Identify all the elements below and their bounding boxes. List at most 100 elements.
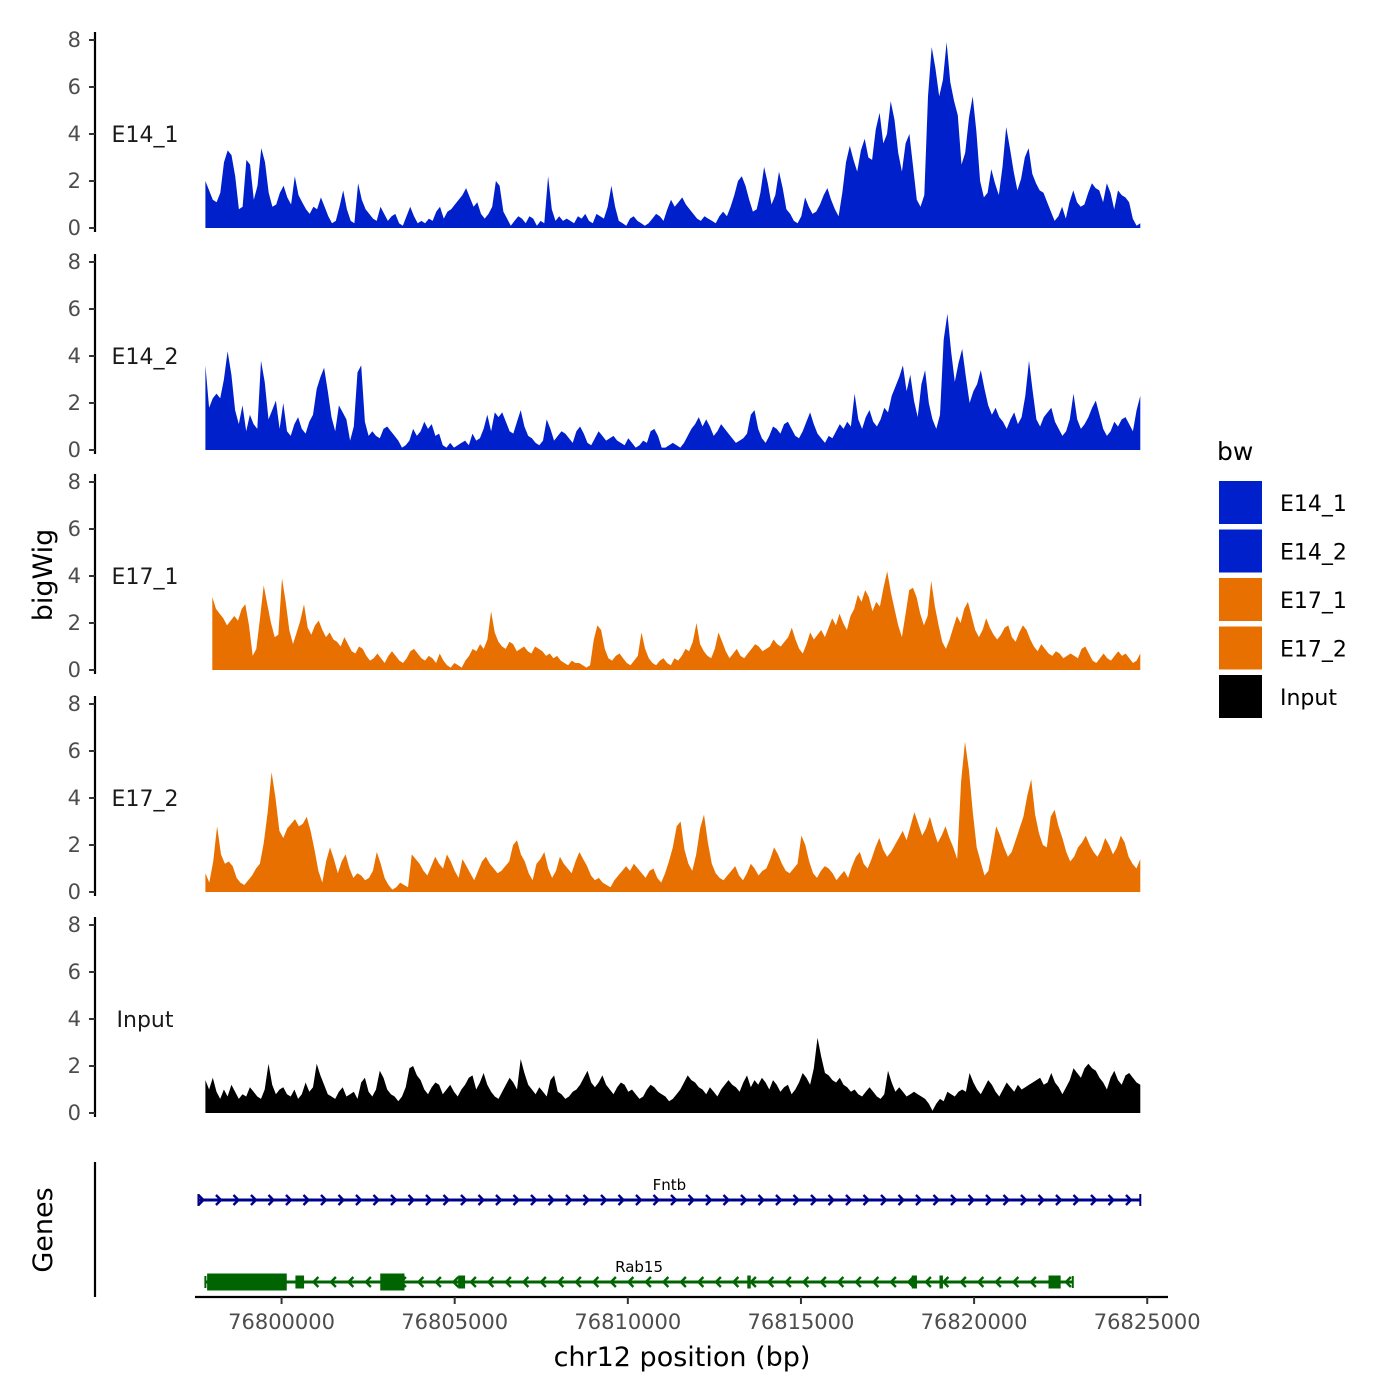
strand-arrow	[801, 1276, 810, 1288]
gene-fntb: Fntb	[197, 1176, 1142, 1206]
exon	[747, 1275, 751, 1289]
x-tick-label: 76825000	[1094, 1310, 1201, 1334]
strand-arrow	[372, 1194, 381, 1206]
track-input: 0 2 4 6 8 Input	[68, 913, 1141, 1125]
x-tick-label: 76810000	[574, 1310, 681, 1334]
strand-arrow	[661, 1276, 670, 1288]
strand-arrow	[740, 1194, 748, 1206]
genes-track: Fntb Rab15	[93, 1162, 1142, 1297]
coverage-area-e14-1	[205, 42, 1141, 228]
strand-arrow	[670, 1194, 678, 1206]
strand-arrow	[766, 1276, 775, 1288]
y-tick-label: 4	[68, 344, 81, 368]
strand-arrow	[565, 1194, 573, 1206]
strand-arrow	[530, 1194, 538, 1206]
exon	[207, 1273, 287, 1291]
strand-arrow	[722, 1194, 731, 1206]
y-tick-label: 2	[68, 1054, 81, 1078]
track-label: Input	[117, 1008, 174, 1033]
strand-arrow	[574, 1276, 582, 1288]
strand-arrow	[539, 1276, 547, 1288]
x-axis-title: chr12 position (bp)	[554, 1342, 811, 1373]
y-tick-label: 2	[68, 391, 81, 415]
track-e17-1: 0 2 4 6 8 E17_1	[68, 470, 1141, 682]
strand-arrow	[329, 1276, 337, 1288]
strand-arrow	[967, 1194, 976, 1206]
legend-swatch	[1217, 576, 1264, 623]
gene-name-label: Fntb	[653, 1176, 687, 1194]
strand-arrow	[311, 1276, 320, 1288]
genes-axis-title: Genes	[28, 1187, 59, 1272]
y-tick-label: 0	[68, 438, 81, 462]
strand-arrow	[626, 1276, 635, 1288]
strand-arrow	[521, 1276, 530, 1288]
strand-arrow	[959, 1276, 967, 1288]
y-tick-label: 6	[68, 297, 81, 321]
x-tick-label: 76800000	[228, 1310, 335, 1334]
x-tick-label: 76805000	[401, 1310, 508, 1334]
strand-arrow	[600, 1194, 608, 1206]
strand-arrow	[792, 1194, 801, 1206]
strand-arrow	[871, 1276, 880, 1288]
y-tick-label: 8	[68, 28, 81, 52]
strand-arrow	[495, 1194, 503, 1206]
strand-arrow	[950, 1194, 958, 1206]
strand-arrow	[845, 1194, 853, 1206]
strand-arrow	[827, 1194, 836, 1206]
strand-arrow	[215, 1194, 223, 1206]
strand-arrow	[364, 1276, 372, 1288]
track-label: E17_2	[112, 787, 179, 812]
strand-arrow	[390, 1194, 398, 1206]
y-tick-label: 0	[68, 216, 81, 240]
y-tick-label: 0	[68, 1101, 81, 1125]
strand-arrow	[477, 1194, 486, 1206]
strand-arrow	[232, 1194, 241, 1206]
strand-arrow	[994, 1276, 1002, 1288]
y-tick-label: 8	[68, 692, 81, 716]
strand-arrow	[504, 1276, 512, 1288]
y-tick-label: 4	[68, 564, 81, 588]
strand-arrow	[924, 1276, 932, 1288]
strand-arrow	[609, 1276, 617, 1288]
y-tick-label: 2	[68, 169, 81, 193]
strand-arrow	[757, 1194, 766, 1206]
exon	[458, 1275, 466, 1289]
strand-arrow	[810, 1194, 818, 1206]
strand-arrow	[512, 1194, 521, 1206]
legend-label: E14_2	[1280, 541, 1347, 566]
legend-label: E14_1	[1280, 492, 1347, 517]
strand-arrow	[687, 1194, 696, 1206]
y-tick-label: 0	[68, 880, 81, 904]
strand-arrow	[1002, 1194, 1011, 1206]
track-e14-1: 0 2 4 6 8 E14_1	[68, 28, 1141, 240]
bigwig-tracks: 0 2 4 6 8 E14_1 0 2 4 6 8 E14_2 0 2 4 6 8 E17_1 0 2 4 6 8 E17_2…	[68, 28, 1141, 1125]
exon	[939, 1275, 943, 1289]
strand-arrow	[1029, 1276, 1037, 1288]
track-e17-2: 0 2 4 6 8 E17_2	[68, 692, 1141, 904]
strand-arrow	[407, 1194, 416, 1206]
strand-arrow	[731, 1276, 740, 1288]
strand-arrow	[976, 1276, 985, 1288]
strand-arrow	[1037, 1194, 1046, 1206]
strand-arrow	[775, 1194, 783, 1206]
track-label: E14_2	[112, 345, 179, 370]
strand-arrow	[836, 1276, 845, 1288]
coverage-area-e14-2	[205, 313, 1141, 450]
y-tick-label: 4	[68, 1007, 81, 1031]
strand-arrow	[337, 1194, 346, 1206]
legend-swatch	[1217, 673, 1264, 720]
y-tick-label: 6	[68, 739, 81, 763]
gene-name-label: Rab15	[615, 1258, 663, 1276]
strand-arrow	[582, 1194, 591, 1206]
y-tick-label: 4	[68, 122, 81, 146]
strand-arrow	[442, 1194, 451, 1206]
strand-arrow	[486, 1276, 495, 1288]
strand-arrow	[434, 1276, 442, 1288]
strand-arrow	[985, 1194, 993, 1206]
strand-arrow	[591, 1276, 600, 1288]
exon	[1048, 1275, 1061, 1289]
y-tick-label: 8	[68, 250, 81, 274]
legend-label: Input	[1280, 686, 1337, 711]
exon	[295, 1275, 305, 1289]
